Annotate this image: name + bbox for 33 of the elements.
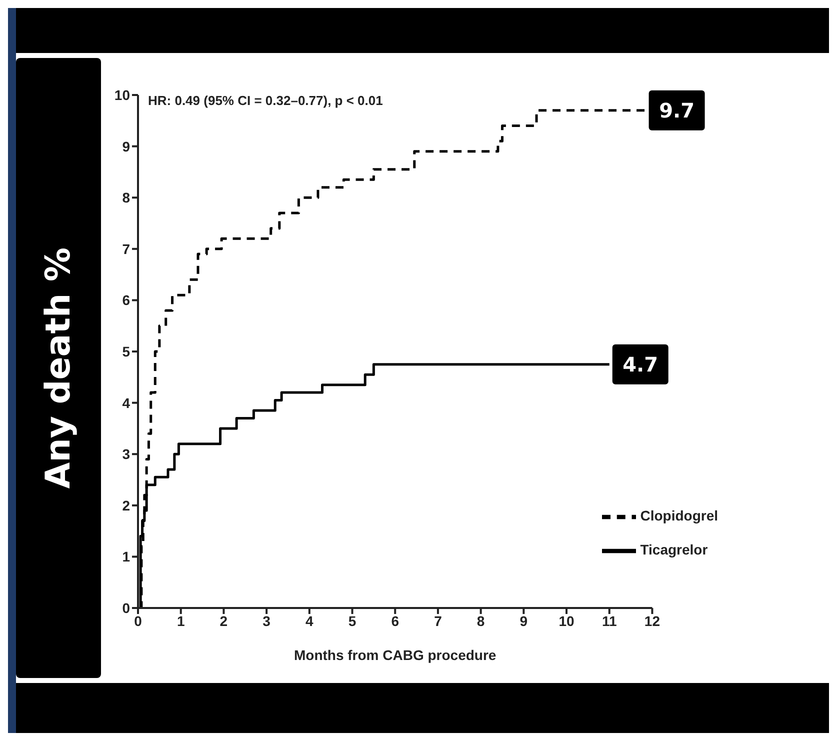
y-tick-label: 5 — [122, 343, 130, 360]
x-tick-label: 1 — [176, 612, 185, 629]
annotation: HR: 0.49 (95% CI = 0.32–0.77), p < 0.01 — [148, 93, 383, 108]
x-tick-label: 10 — [558, 612, 575, 629]
y-tick-label: 0 — [122, 600, 130, 616]
y-tick-label: 1 — [122, 548, 130, 565]
x-tick-label: 6 — [391, 612, 400, 629]
y-tick-label: 8 — [122, 190, 130, 206]
label-box: 4.7 — [612, 344, 668, 384]
y-tick-label: 7 — [122, 240, 130, 257]
x-tick-label: 11 — [602, 612, 617, 629]
label-box: 9.7 — [648, 90, 705, 130]
x-tick-label: 3 — [262, 612, 271, 629]
y-tick-label: 4 — [122, 394, 130, 411]
y-tick-label: 9 — [122, 138, 130, 154]
y-tick-label: 3 — [122, 446, 130, 462]
annotation: 4.7 — [622, 352, 658, 376]
x-tick-label: 12 — [644, 612, 660, 629]
x-axis-title: Months from CABG procedure — [294, 647, 496, 663]
y-tick-label: 2 — [122, 497, 130, 514]
x-tick-label: 9 — [520, 612, 528, 629]
x-tick-label: 4 — [306, 612, 314, 629]
y-tick-label: 10 — [114, 86, 130, 103]
x-tick-label: 0 — [134, 612, 142, 629]
x-tick-label: 5 — [348, 612, 356, 629]
x-tick-label: 7 — [434, 612, 442, 629]
x-tick-label: 8 — [476, 612, 485, 629]
y-tick-label: 6 — [122, 292, 130, 308]
x-tick-label: 2 — [220, 612, 228, 629]
legend-label: Ticagrelor — [640, 542, 708, 558]
annotation: 9.7 — [659, 98, 695, 122]
legend-label: Clopidogrel — [640, 508, 718, 524]
y-axis-title: Any death % — [38, 247, 79, 489]
